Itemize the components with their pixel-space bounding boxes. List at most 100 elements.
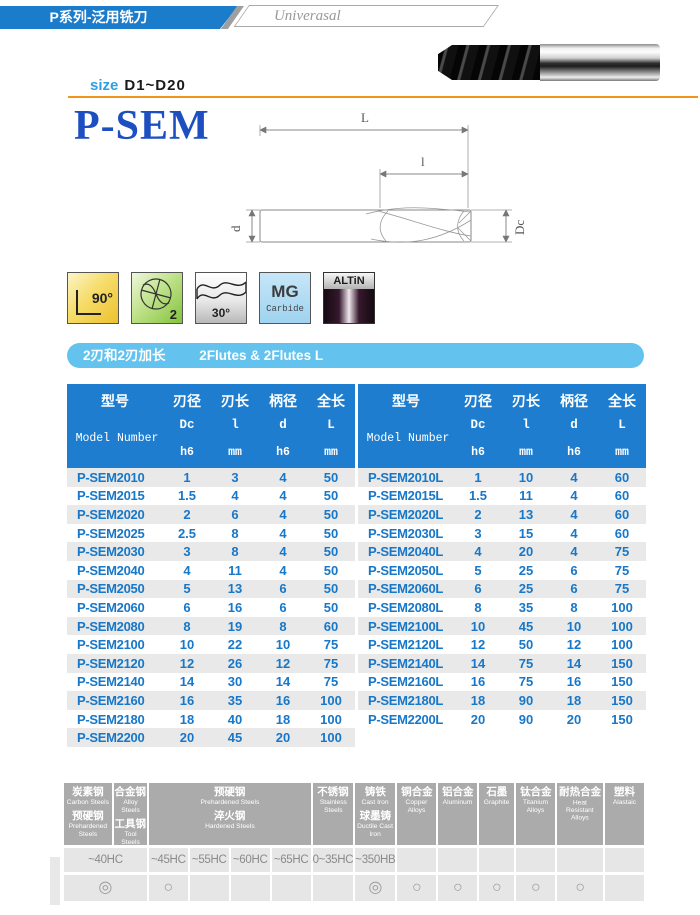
page-title: P-SEM bbox=[74, 103, 210, 149]
dim-label-Dc: Dc bbox=[512, 220, 527, 235]
helix-angle-label: 30° bbox=[211, 306, 231, 320]
spec-value: 14 bbox=[179, 674, 195, 690]
spec-value: 12 bbox=[566, 637, 582, 653]
spec-value: 4 bbox=[183, 562, 191, 578]
header-col-symbol: l bbox=[231, 418, 239, 432]
spec-value: 20 bbox=[566, 711, 582, 727]
material-en2: Prehardened Steels bbox=[68, 823, 108, 838]
spec-value: 4 bbox=[570, 544, 578, 560]
spec-value: 12 bbox=[275, 655, 291, 671]
spec-value: 45 bbox=[518, 618, 534, 634]
spec-row: P-SEM2010L 1 10 4 60 bbox=[358, 468, 646, 487]
spec-row: P-SEM2100L 10 45 10 100 bbox=[358, 616, 646, 636]
spec-value: 18 bbox=[566, 692, 582, 708]
header-col-unit: mm bbox=[228, 446, 242, 459]
spec-value: 11 bbox=[228, 562, 242, 578]
spec-value: 14 bbox=[566, 655, 582, 671]
spec-row: P-SEM2030 3 8 4 50 bbox=[67, 542, 355, 561]
spec-value: 150 bbox=[611, 692, 633, 708]
header-col-zh: 全长 bbox=[608, 393, 636, 409]
material-header: 合金钢 Alloy Steels 工具钢 Tool Steels bbox=[113, 783, 147, 845]
header-model-zh: 型号 bbox=[101, 393, 129, 409]
spec-value: 50 bbox=[323, 525, 339, 541]
rating-mark: ○ bbox=[516, 875, 556, 901]
spec-row: P-SEM2030L 3 15 4 60 bbox=[358, 524, 646, 543]
spec-row: P-SEM2180L 18 90 18 150 bbox=[358, 691, 646, 710]
dim-label-L: L bbox=[361, 110, 369, 125]
spec-value: 10 bbox=[566, 618, 582, 634]
spec-value: 8 bbox=[279, 618, 287, 634]
spec-value: 150 bbox=[611, 655, 633, 671]
spec-value: 6 bbox=[279, 581, 287, 597]
header-col-zh: 刃径 bbox=[464, 393, 492, 409]
spec-model: P-SEM2080L bbox=[368, 599, 444, 615]
spec-value: 150 bbox=[611, 674, 633, 690]
spec-model: P-SEM2050 bbox=[77, 581, 145, 597]
hardness-value: ~350HB bbox=[355, 848, 396, 872]
spec-value: 2 bbox=[474, 506, 482, 522]
spec-model: P-SEM2140 bbox=[77, 674, 145, 690]
subtitle-parallelogram: Univerasal bbox=[233, 5, 499, 27]
material-header: 铝合金 Aluminum bbox=[438, 783, 478, 845]
spec-value: 75 bbox=[614, 581, 630, 597]
spec-row: P-SEM2060L 6 25 6 75 bbox=[358, 579, 646, 599]
orange-divider bbox=[68, 96, 698, 98]
rating-mark: ◎ bbox=[64, 875, 147, 901]
spec-row: P-SEM2025 2.5 8 4 50 bbox=[67, 524, 355, 543]
header-col-zh: 刃长 bbox=[512, 393, 540, 409]
hardness-value bbox=[397, 848, 437, 872]
material-header: 石墨 Graphite bbox=[479, 783, 515, 845]
spec-model: P-SEM2120 bbox=[77, 655, 145, 671]
spec-row: P-SEM2050 5 13 6 50 bbox=[67, 579, 355, 599]
spec-row: P-SEM2200L 20 90 20 150 bbox=[358, 710, 646, 729]
header-col-unit: h6 bbox=[567, 446, 581, 459]
spec-value: 75 bbox=[518, 674, 534, 690]
material-en: Aluminum bbox=[443, 799, 473, 806]
spec-model: P-SEM2010L bbox=[368, 469, 444, 485]
hardness-value bbox=[438, 848, 478, 872]
spec-value: 18 bbox=[470, 692, 486, 708]
spec-value: 3 bbox=[183, 544, 191, 560]
spec-row: P-SEM2015 1.5 4 4 50 bbox=[67, 487, 355, 506]
material-en: Alloy Steels bbox=[121, 799, 140, 814]
spec-model: P-SEM2100 bbox=[77, 637, 145, 653]
spec-value: 25 bbox=[518, 581, 534, 597]
header-col-symbol: d bbox=[279, 418, 287, 432]
spec-value: 16 bbox=[275, 692, 291, 708]
spec-model: P-SEM2200 bbox=[77, 730, 145, 746]
material-en: Graphite bbox=[484, 799, 510, 806]
spec-value: 35 bbox=[518, 599, 534, 615]
spec-value: 3 bbox=[474, 525, 482, 541]
spec-model: P-SEM2030 bbox=[77, 544, 145, 560]
material-zh: 钛合金 bbox=[520, 786, 552, 798]
spec-value: 10 bbox=[275, 637, 291, 653]
grade-code: MG bbox=[271, 281, 299, 301]
spec-value: 50 bbox=[323, 581, 339, 597]
spec-row: P-SEM2140L 14 75 14 150 bbox=[358, 653, 646, 673]
spec-value: 11 bbox=[519, 488, 533, 504]
header-col-zh: 刃径 bbox=[173, 393, 201, 409]
hardness-value bbox=[479, 848, 515, 872]
spec-value: 60 bbox=[614, 469, 630, 485]
header-col-unit: h6 bbox=[180, 446, 194, 459]
flute-count-icon: 2 bbox=[131, 272, 183, 324]
spec-value: 4 bbox=[279, 506, 287, 522]
material-en: Carbon Steels bbox=[66, 799, 109, 806]
rating-mark: ○ bbox=[557, 875, 604, 901]
spec-model: P-SEM2040 bbox=[77, 562, 145, 578]
rating-mark bbox=[605, 875, 644, 901]
feature-icon-row: 90° 2 bbox=[67, 272, 375, 324]
material-zh: 不锈钢 bbox=[317, 786, 349, 798]
hardness-value bbox=[557, 848, 604, 872]
spec-value: 20 bbox=[518, 544, 534, 560]
materials-table: 炭素钢 Carbon Steels 预硬钢 Prehardened Steels 合金钢… bbox=[64, 783, 644, 901]
spec-value: 14 bbox=[275, 674, 291, 690]
spec-value: 8 bbox=[474, 599, 482, 615]
material-zh: 铸铁 bbox=[364, 786, 386, 798]
material-header: 耐热合金 Heat Resistant Alloys bbox=[557, 783, 604, 845]
spec-model: P-SEM2060 bbox=[77, 599, 145, 615]
header-col-unit: mm bbox=[615, 446, 629, 459]
spec-row: P-SEM2180 18 40 18 100 bbox=[67, 710, 355, 729]
